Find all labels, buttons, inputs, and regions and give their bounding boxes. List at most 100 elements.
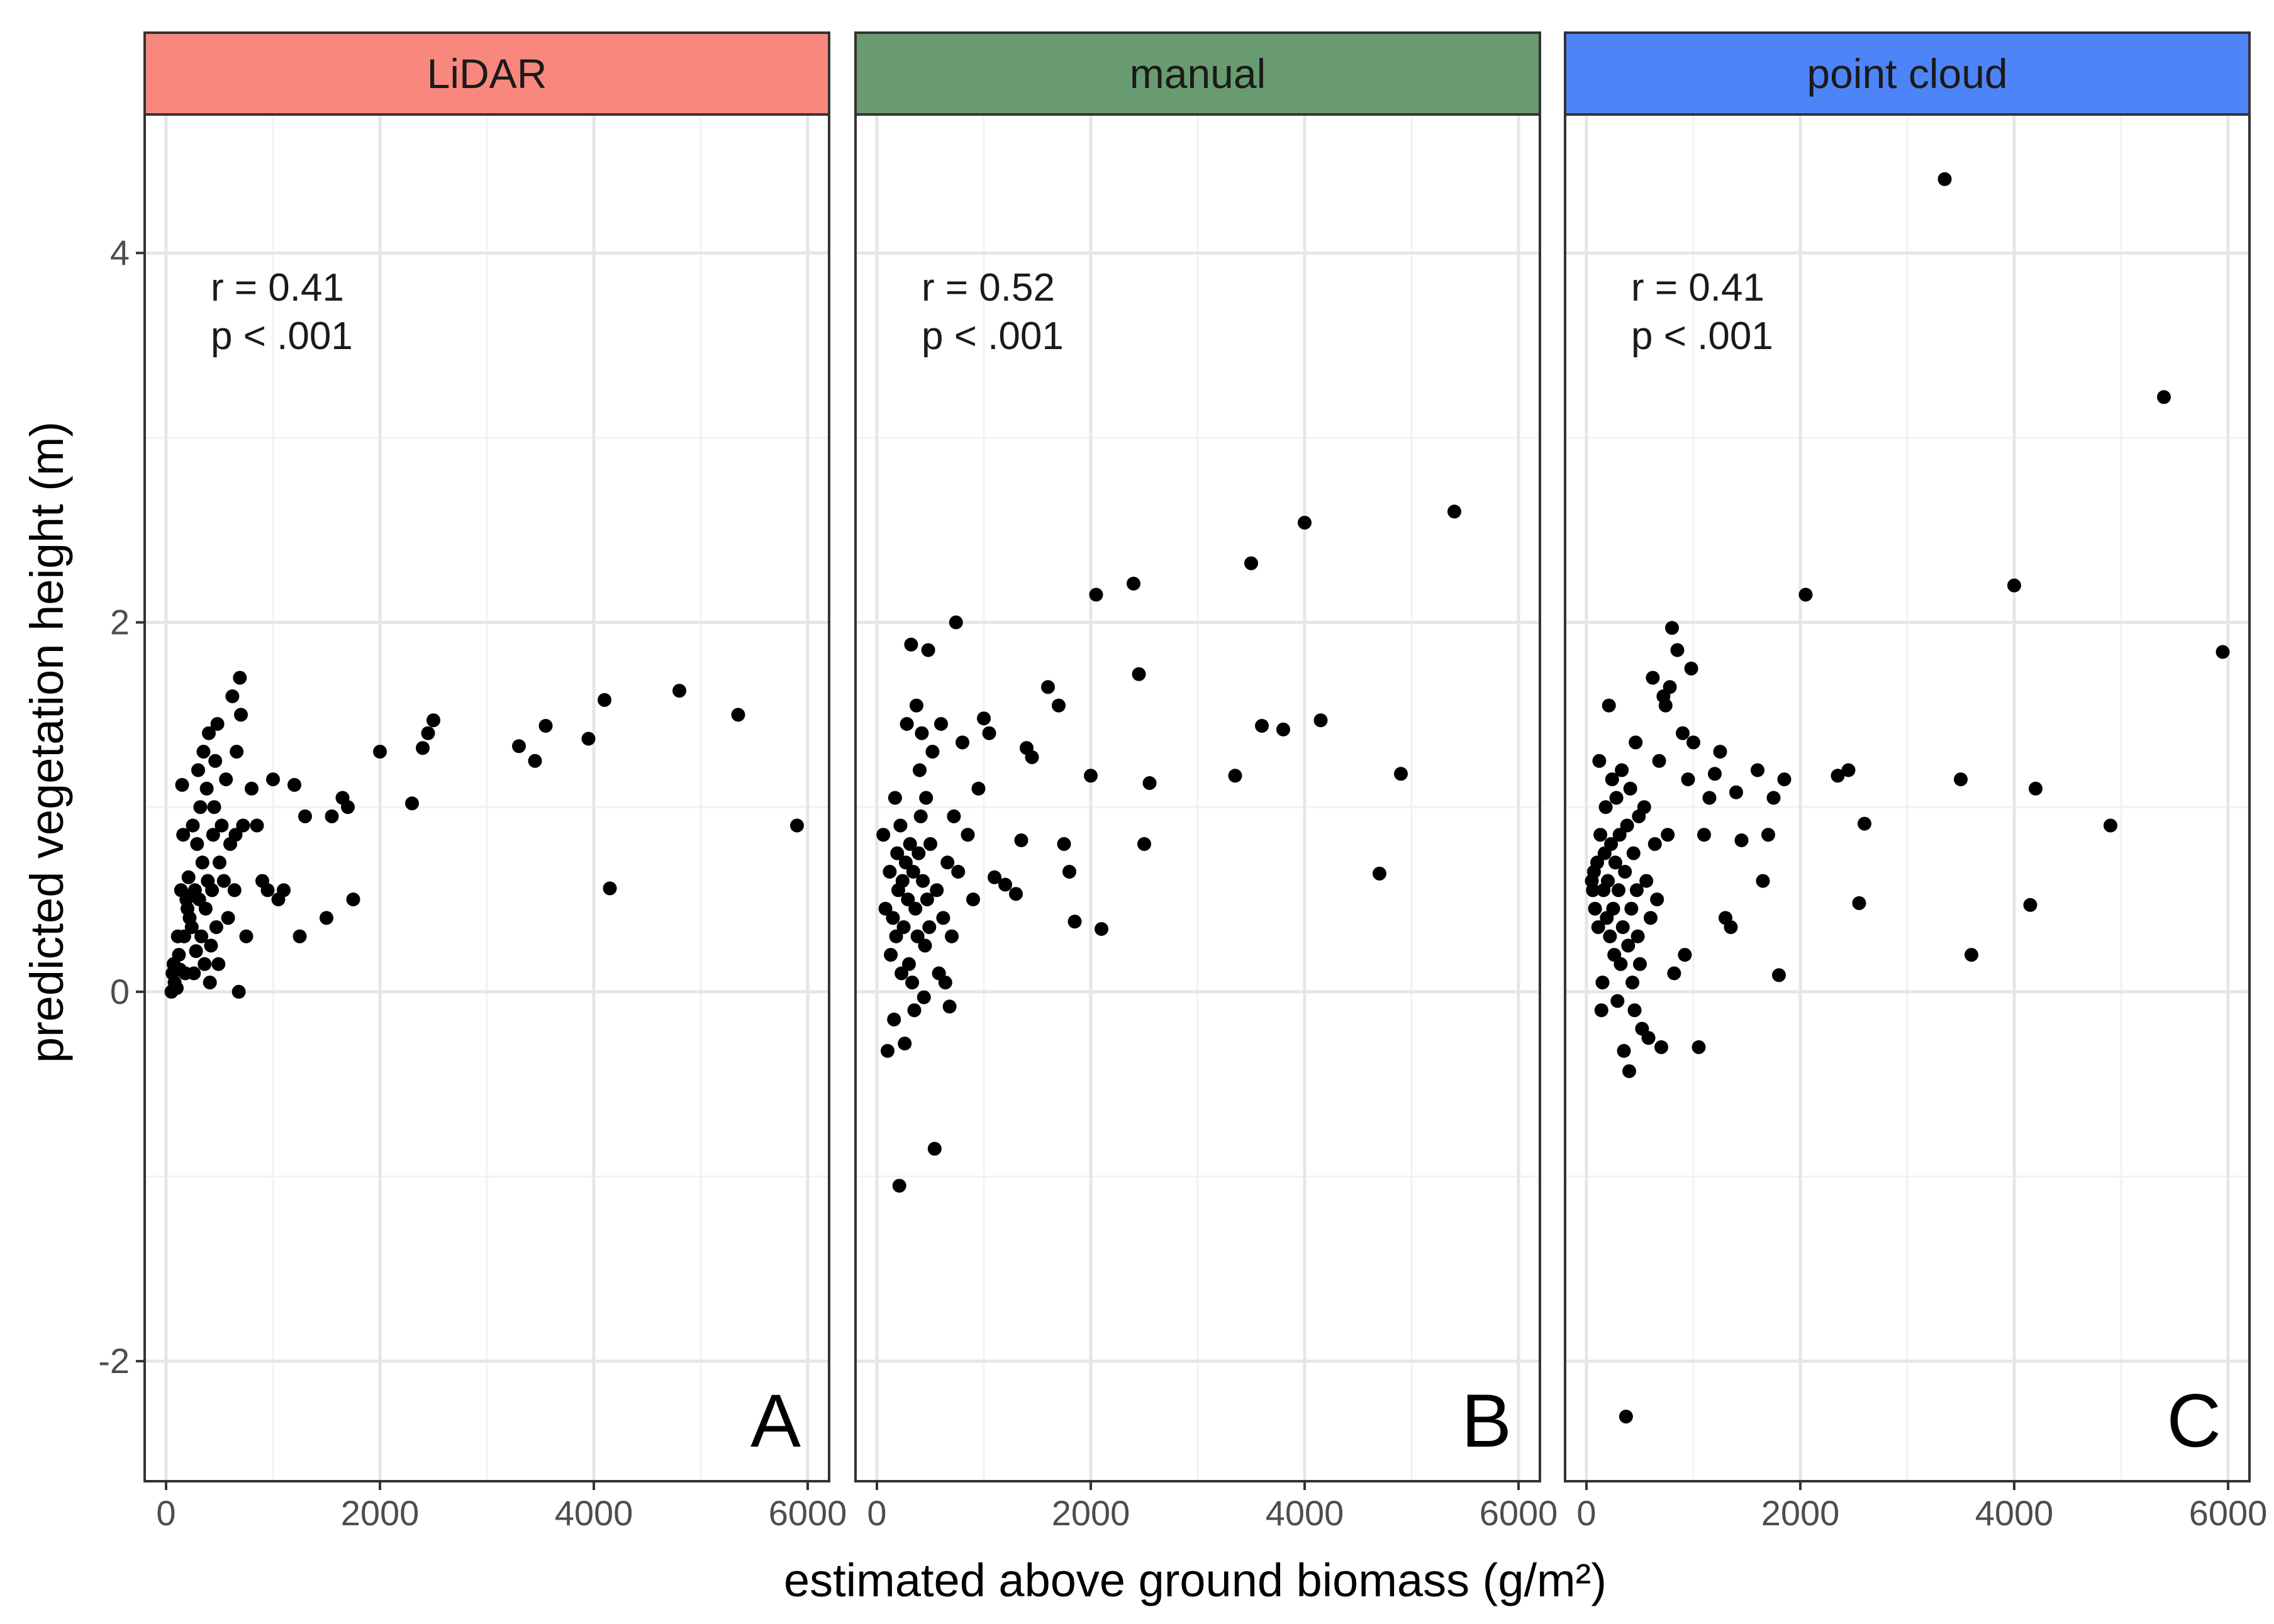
data-point [1751,763,1764,777]
data-point [913,763,927,777]
data-point [205,883,220,898]
data-point [346,893,360,906]
data-point [887,1012,901,1026]
data-point [1244,556,1258,570]
data-point [1593,828,1608,842]
data-point [225,689,240,703]
data-point [341,800,355,815]
data-point [1604,837,1619,851]
data-point [886,911,900,925]
data-point [1601,874,1615,888]
data-point [230,745,244,759]
data-point [186,818,200,833]
data-point [1684,661,1698,676]
data-point [204,938,218,953]
data-point [998,877,1012,892]
data-point [1626,846,1641,860]
data-point [1676,726,1690,740]
scatter-points [876,504,1461,1193]
data-point [172,948,186,962]
data-point [1702,791,1717,805]
data-point [1965,948,1978,962]
data-point [942,999,957,1014]
data-point [901,893,915,906]
data-point [895,966,909,981]
data-point [1137,837,1151,851]
x-axis-panel-0: 0 2000 4000 6000 [156,1481,847,1533]
data-point [250,818,264,833]
stat-p-label: p < .001 [211,314,353,358]
data-point [210,717,225,731]
stat-p-label: p < .001 [1631,314,1773,358]
data-point [919,791,934,805]
data-point [170,981,184,995]
data-point [1777,772,1792,787]
y-tick-label: 0 [110,972,130,1011]
data-point [1772,968,1786,982]
data-point [1615,920,1630,935]
data-point [921,643,935,657]
data-point [1612,828,1627,842]
data-point [1084,769,1098,783]
data-point [236,818,250,833]
data-point [1041,680,1055,694]
data-point [898,855,913,870]
data-point [603,881,617,896]
data-point [194,929,209,943]
data-point [883,865,897,879]
data-point [1629,735,1643,750]
data-point [184,920,199,935]
data-point [988,870,1001,884]
data-point [227,883,242,898]
data-point [949,615,963,630]
data-point [1641,1031,1656,1045]
data-point [2104,818,2117,833]
data-point [1276,722,1290,737]
x-axis-panel-1: 0 2000 4000 6000 [867,1481,1558,1533]
data-point [881,1043,895,1058]
data-point [961,828,975,842]
data-point [951,865,966,879]
data-point [1831,769,1845,783]
data-point [1586,883,1600,898]
data-point [1670,643,1685,657]
data-point [1605,772,1619,787]
data-point [904,637,918,652]
data-point [245,781,259,796]
data-point [1594,1003,1608,1018]
data-point [1624,901,1639,916]
x-axis-title: estimated above ground biomass (g/m²) [784,1554,1607,1606]
data-point [207,800,221,815]
data-point [913,809,928,823]
stat-p-label: p < .001 [922,314,1064,358]
data-point [1620,818,1634,833]
y-axis-title: predicted vegetation height (m) [21,421,73,1063]
data-point [1623,781,1637,796]
data-point [1095,922,1108,936]
data-point [1661,828,1675,842]
data-point [203,976,217,990]
data-point [1062,865,1076,879]
facet-strip [1564,31,2251,116]
data-point [1724,920,1738,935]
y-tick-label: 2 [110,603,130,642]
x-tick-label: 6000 [769,1493,847,1533]
data-point [1603,929,1617,943]
data-point [1729,785,1743,799]
x-tick-label: 4000 [555,1493,633,1533]
data-point [293,929,307,943]
data-point [1618,865,1632,879]
data-point [175,777,189,792]
data-point [971,781,986,796]
data-point [790,818,804,833]
data-point [1619,1410,1633,1424]
y-tick-label: -2 [98,1341,130,1381]
panel-0: LiDAR r = 0.41 p < .001 A [143,31,830,1482]
data-point [1639,874,1654,888]
data-point [878,901,893,916]
data-point [228,828,243,842]
data-point [177,929,191,943]
data-point [198,957,212,971]
data-point [234,708,248,722]
data-point [202,726,216,740]
